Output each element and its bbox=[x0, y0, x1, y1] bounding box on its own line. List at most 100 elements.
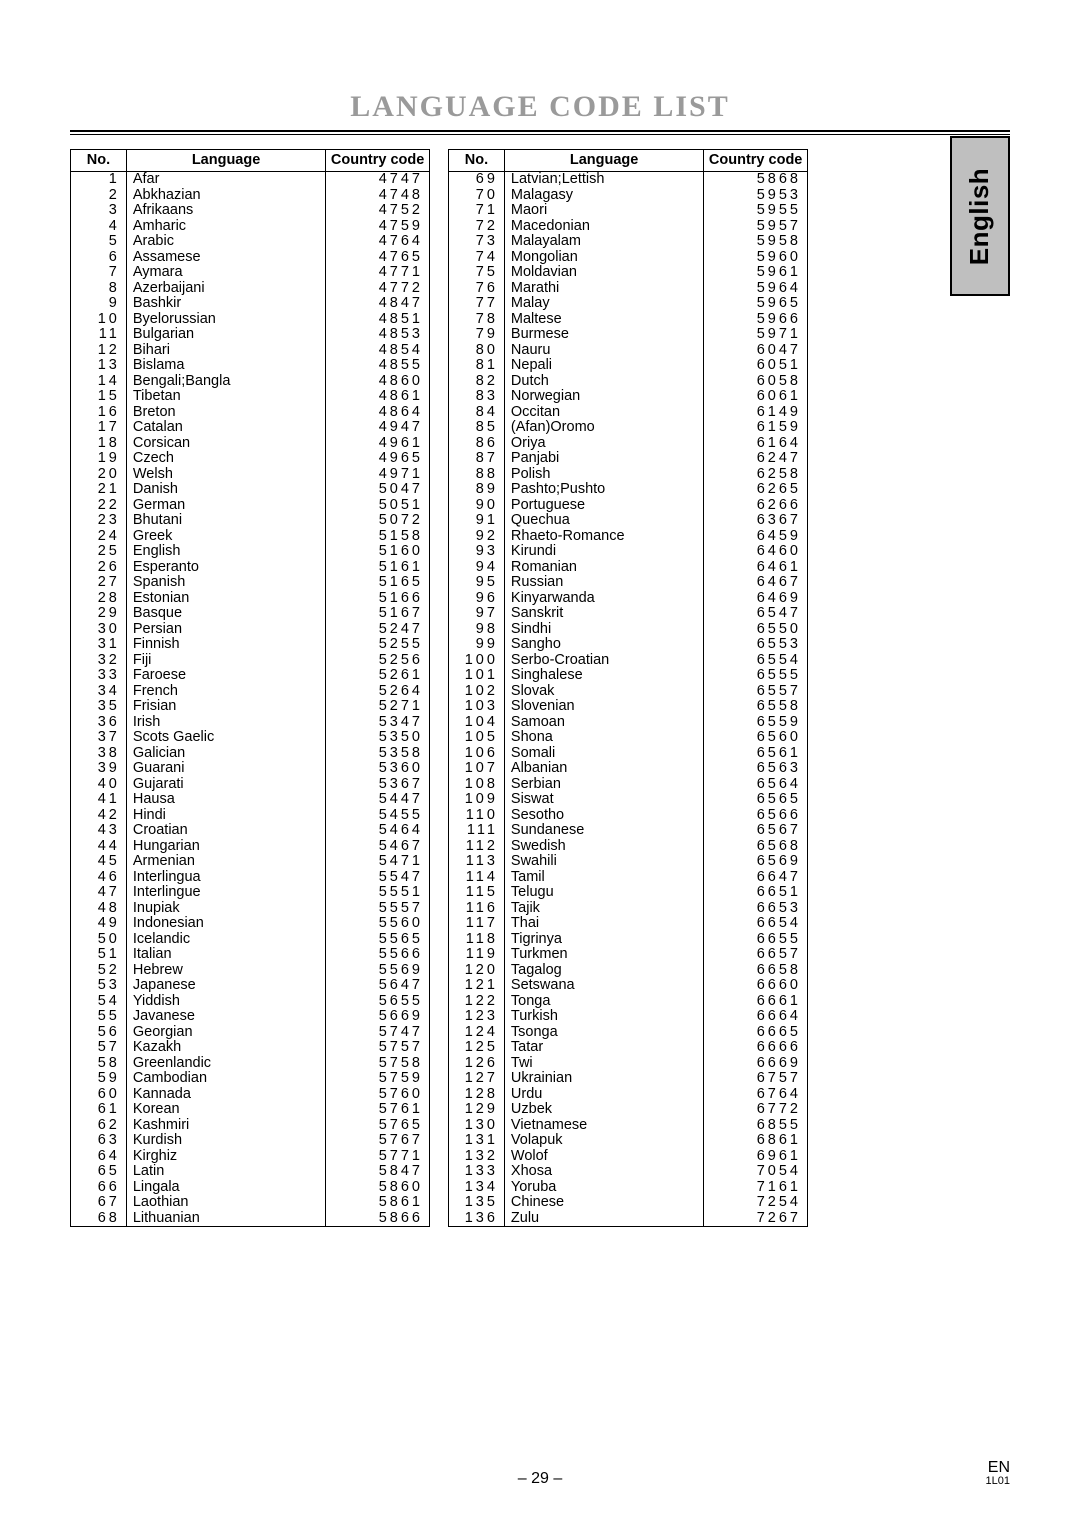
cell-code: 6772 bbox=[704, 1102, 808, 1118]
table-row: 57Kazakh5757 bbox=[71, 1040, 430, 1056]
cell-code: 4764 bbox=[326, 234, 430, 250]
cell-lang: Hebrew bbox=[126, 962, 325, 978]
table-row: 43Croatian5464 bbox=[71, 823, 430, 839]
cell-lang: Twi bbox=[504, 1055, 703, 1071]
cell-code: 5569 bbox=[326, 962, 430, 978]
table-row: 6Assamese4765 bbox=[71, 249, 430, 265]
language-table-right: No. Language Country code 69Latvian;Lett… bbox=[448, 149, 808, 1227]
table-row: 126Twi6669 bbox=[449, 1055, 808, 1071]
cell-code: 6565 bbox=[704, 792, 808, 808]
table-row: 110Sesotho6566 bbox=[449, 807, 808, 823]
table-row: 20Welsh4971 bbox=[71, 466, 430, 482]
cell-code: 6568 bbox=[704, 838, 808, 854]
cell-code: 5557 bbox=[326, 900, 430, 916]
cell-code: 6149 bbox=[704, 404, 808, 420]
table-row: 69Latvian;Lettish5868 bbox=[449, 171, 808, 187]
cell-lang: Slovenian bbox=[504, 699, 703, 715]
cell-code: 7161 bbox=[704, 1179, 808, 1195]
cell-no: 90 bbox=[449, 497, 505, 513]
cell-no: 47 bbox=[71, 885, 127, 901]
cell-code: 4759 bbox=[326, 218, 430, 234]
cell-lang: Hindi bbox=[126, 807, 325, 823]
cell-code: 6653 bbox=[704, 900, 808, 916]
cell-lang: Gujarati bbox=[126, 776, 325, 792]
cell-code: 5860 bbox=[326, 1179, 430, 1195]
cell-no: 2 bbox=[71, 187, 127, 203]
cell-code: 5072 bbox=[326, 513, 430, 529]
cell-lang: Serbian bbox=[504, 776, 703, 792]
cell-no: 116 bbox=[449, 900, 505, 916]
cell-lang: Nauru bbox=[504, 342, 703, 358]
cell-no: 19 bbox=[71, 451, 127, 467]
cell-no: 95 bbox=[449, 575, 505, 591]
cell-lang: Lingala bbox=[126, 1179, 325, 1195]
cell-code: 4860 bbox=[326, 373, 430, 389]
cell-code: 4752 bbox=[326, 203, 430, 219]
cell-no: 81 bbox=[449, 358, 505, 374]
table-row: 21Danish5047 bbox=[71, 482, 430, 498]
table-row: 11Bulgarian4853 bbox=[71, 327, 430, 343]
cell-code: 5565 bbox=[326, 931, 430, 947]
cell-no: 106 bbox=[449, 745, 505, 761]
cell-code: 6669 bbox=[704, 1055, 808, 1071]
cell-no: 128 bbox=[449, 1086, 505, 1102]
cell-lang: Laothian bbox=[126, 1195, 325, 1211]
cell-no: 28 bbox=[71, 590, 127, 606]
cell-lang: Somali bbox=[504, 745, 703, 761]
cell-no: 32 bbox=[71, 652, 127, 668]
cell-code: 6553 bbox=[704, 637, 808, 653]
cell-no: 83 bbox=[449, 389, 505, 405]
cell-lang: Latvian;Lettish bbox=[504, 171, 703, 187]
cell-no: 88 bbox=[449, 466, 505, 482]
cell-no: 25 bbox=[71, 544, 127, 560]
cell-code: 4747 bbox=[326, 171, 430, 187]
cell-code: 6566 bbox=[704, 807, 808, 823]
table-row: 3Afrikaans4752 bbox=[71, 203, 430, 219]
cell-code: 6559 bbox=[704, 714, 808, 730]
cell-code: 4971 bbox=[326, 466, 430, 482]
cell-lang: Xhosa bbox=[504, 1164, 703, 1180]
cell-code: 6557 bbox=[704, 683, 808, 699]
cell-no: 26 bbox=[71, 559, 127, 575]
table-row: 117Thai6654 bbox=[449, 916, 808, 932]
cell-code: 5759 bbox=[326, 1071, 430, 1087]
cell-no: 30 bbox=[71, 621, 127, 637]
table-row: 55Javanese5669 bbox=[71, 1009, 430, 1025]
table-row: 124Tsonga6665 bbox=[449, 1024, 808, 1040]
cell-code: 4854 bbox=[326, 342, 430, 358]
table-row: 133Xhosa7054 bbox=[449, 1164, 808, 1180]
table-row: 53Japanese5647 bbox=[71, 978, 430, 994]
table-row: 25English5160 bbox=[71, 544, 430, 560]
table-row: 39Guarani5360 bbox=[71, 761, 430, 777]
cell-no: 127 bbox=[449, 1071, 505, 1087]
cell-code: 6550 bbox=[704, 621, 808, 637]
table-row: 73Malayalam5958 bbox=[449, 234, 808, 250]
table-row: 44Hungarian5467 bbox=[71, 838, 430, 854]
table-row: 76Marathi5964 bbox=[449, 280, 808, 296]
table-row: 136Zulu7267 bbox=[449, 1210, 808, 1226]
table-row: 80Nauru6047 bbox=[449, 342, 808, 358]
cell-lang: Inupiak bbox=[126, 900, 325, 916]
cell-lang: Interlingue bbox=[126, 885, 325, 901]
table-row: 100Serbo-Croatian6554 bbox=[449, 652, 808, 668]
cell-lang: Kannada bbox=[126, 1086, 325, 1102]
table-row: 10Byelorussian4851 bbox=[71, 311, 430, 327]
cell-code: 5861 bbox=[326, 1195, 430, 1211]
cell-lang: Maori bbox=[504, 203, 703, 219]
cell-lang: Afar bbox=[126, 171, 325, 187]
cell-code: 6666 bbox=[704, 1040, 808, 1056]
cell-code: 5160 bbox=[326, 544, 430, 560]
cell-lang: Latin bbox=[126, 1164, 325, 1180]
table-row: 27Spanish5165 bbox=[71, 575, 430, 591]
language-tab: English bbox=[950, 136, 1010, 296]
cell-lang: Guarani bbox=[126, 761, 325, 777]
cell-code: 5271 bbox=[326, 699, 430, 715]
cell-no: 67 bbox=[71, 1195, 127, 1211]
cell-no: 16 bbox=[71, 404, 127, 420]
cell-code: 6569 bbox=[704, 854, 808, 870]
cell-code: 6658 bbox=[704, 962, 808, 978]
cell-code: 5255 bbox=[326, 637, 430, 653]
cell-lang: Polish bbox=[504, 466, 703, 482]
cell-lang: Breton bbox=[126, 404, 325, 420]
table-row: 51Italian5566 bbox=[71, 947, 430, 963]
